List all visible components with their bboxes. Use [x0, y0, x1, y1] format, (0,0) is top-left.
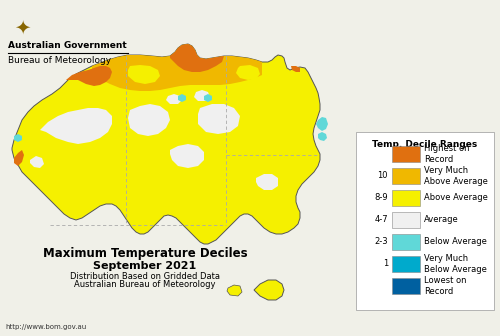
- Text: 8-9: 8-9: [374, 194, 388, 203]
- Text: 4-7: 4-7: [374, 215, 388, 224]
- Polygon shape: [14, 134, 22, 142]
- Text: 2-3: 2-3: [374, 238, 388, 247]
- Text: http://www.bom.gov.au: http://www.bom.gov.au: [5, 324, 86, 330]
- Text: Below Average: Below Average: [424, 238, 487, 247]
- Bar: [392, 278, 420, 294]
- Polygon shape: [254, 280, 284, 300]
- Text: 1: 1: [383, 259, 388, 268]
- Polygon shape: [40, 108, 112, 144]
- Polygon shape: [92, 44, 262, 91]
- Polygon shape: [178, 94, 186, 102]
- Text: Maximum Temperature Deciles: Maximum Temperature Deciles: [42, 247, 248, 260]
- Bar: [392, 168, 420, 184]
- Polygon shape: [166, 94, 182, 104]
- Polygon shape: [198, 104, 240, 134]
- Text: Distribution Based on Gridded Data: Distribution Based on Gridded Data: [70, 272, 220, 281]
- Text: Very Much
Below Average: Very Much Below Average: [424, 254, 487, 274]
- Text: Bureau of Meteorology: Bureau of Meteorology: [8, 56, 111, 65]
- Polygon shape: [30, 156, 44, 168]
- Bar: [392, 256, 420, 272]
- Polygon shape: [256, 174, 278, 190]
- Bar: [392, 234, 420, 250]
- Polygon shape: [128, 104, 170, 136]
- Text: Temp. Decile Ranges: Temp. Decile Ranges: [372, 140, 478, 149]
- Bar: [392, 212, 420, 228]
- Text: 10: 10: [378, 171, 388, 180]
- Text: Very Much
Above Average: Very Much Above Average: [424, 166, 488, 186]
- Text: Highest on
Record: Highest on Record: [424, 144, 470, 164]
- Polygon shape: [204, 94, 212, 102]
- Bar: [392, 190, 420, 206]
- Text: Australian Bureau of Meteorology: Australian Bureau of Meteorology: [74, 280, 216, 289]
- Text: Average: Average: [424, 215, 459, 224]
- Polygon shape: [194, 90, 210, 101]
- Bar: [392, 146, 420, 162]
- Polygon shape: [14, 150, 24, 166]
- Polygon shape: [170, 44, 224, 72]
- Polygon shape: [66, 66, 112, 86]
- Polygon shape: [128, 65, 160, 84]
- Text: September 2021: September 2021: [94, 261, 196, 271]
- Polygon shape: [12, 44, 320, 244]
- Bar: [356, 132, 494, 310]
- Polygon shape: [227, 285, 242, 296]
- Polygon shape: [236, 65, 260, 80]
- Polygon shape: [318, 132, 327, 141]
- Text: Australian Government: Australian Government: [8, 41, 127, 50]
- Polygon shape: [316, 117, 328, 131]
- Text: ✦: ✦: [14, 18, 30, 38]
- Text: Above Average: Above Average: [424, 194, 488, 203]
- Polygon shape: [291, 66, 300, 72]
- Polygon shape: [170, 144, 204, 168]
- Text: Lowest on
Record: Lowest on Record: [424, 276, 467, 296]
